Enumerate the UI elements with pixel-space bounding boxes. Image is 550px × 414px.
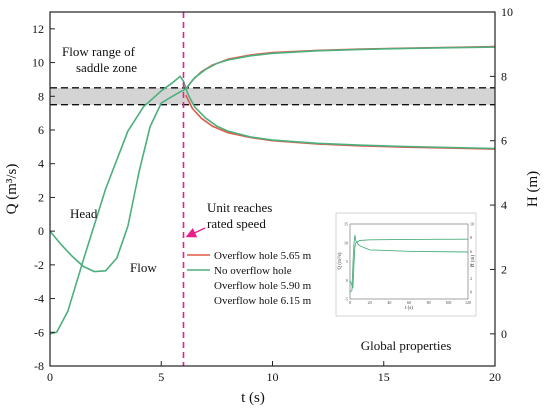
legend-label: Overflow hole 5.90 m	[214, 280, 312, 292]
y-left-tick-label: -4	[34, 292, 44, 306]
legend: Overflow hole 5.65 m No overflow hole Over…	[187, 250, 312, 307]
saddle-band	[50, 87, 495, 105]
saddle-annotation-line1: Flow range of	[62, 44, 136, 59]
inset-y-right-tick: 4	[470, 262, 472, 267]
series-line-flow-0	[185, 45, 496, 90]
y-left-tick-label: 0	[38, 224, 44, 238]
inset-y-right-tick: 8	[470, 235, 472, 240]
inset-x-label: t (s)	[405, 306, 413, 311]
x-tick-label: 20	[489, 370, 501, 384]
unit-annotation-line1: Unit reaches	[207, 200, 272, 215]
inset-x-tick: 100	[445, 300, 451, 305]
inset-y-right-tick: 10	[470, 222, 474, 227]
legend-label: No overflow hole	[214, 265, 292, 277]
x-tick-label: 10	[267, 370, 279, 384]
inset-x-tick: 0	[349, 300, 351, 305]
series-lines	[49, 45, 496, 335]
y-left-tick-label: 2	[38, 190, 44, 204]
inset-x-tick: 80	[427, 300, 431, 305]
y-right-tick-label: 10	[501, 5, 513, 19]
inset-y-left-tick: 0	[346, 278, 348, 283]
y-left-tick-label: 8	[38, 89, 44, 103]
saddle-zone	[50, 87, 495, 106]
inset-x-tick: 60	[407, 300, 411, 305]
y-left-tick-label: 4	[38, 157, 44, 171]
saddle-annotation-line2: saddle zone	[76, 60, 137, 75]
inset-y-left-tick: -5	[345, 297, 348, 302]
y-left-axis-label: Q (m³/s)	[4, 164, 20, 215]
inset-caption: Global properties	[361, 338, 452, 353]
inset-y-left-tick: 5	[346, 259, 348, 264]
y-left-tick-label: 10	[32, 56, 44, 70]
inset-y-right-tick: 0	[470, 290, 472, 295]
inset-frame	[349, 223, 469, 300]
unit-annotation-arrow	[185, 227, 206, 238]
y-right-tick-label: 2	[501, 262, 507, 276]
inset-head-line	[349, 234, 469, 293]
y-left-tick-label: 6	[38, 123, 44, 137]
x-tick-label: 5	[158, 370, 164, 384]
series-line-head-3	[49, 75, 496, 335]
inset-x-tick: 120	[465, 300, 471, 305]
inset-y-left-tick: 15	[344, 222, 348, 227]
inset-x-tick: 20	[368, 300, 372, 305]
y-right-tick-label: 4	[501, 198, 507, 212]
flow-annotation: Flow	[130, 260, 157, 275]
x-axis-label: t (s)	[241, 390, 265, 406]
head-annotation: Head	[70, 206, 98, 221]
x-tick-label: 0	[47, 370, 53, 384]
inset-y-left-tick: 10	[344, 240, 348, 245]
inset-x-tick: 40	[387, 300, 391, 305]
y-left-tick-label: -8	[34, 359, 44, 373]
inset-flow-line	[349, 238, 469, 288]
y-right-tick-label: 8	[501, 69, 507, 83]
y-left-tick-label: -2	[34, 258, 44, 272]
y-left-tick-label: 12	[32, 22, 44, 36]
inset-y-right-tick: 2	[470, 276, 472, 281]
inset-y-right-tick: 6	[470, 249, 472, 254]
unit-annotation-line2: rated speed	[207, 216, 266, 231]
legend-label: Overflow hole 6.15 m	[214, 295, 312, 307]
inset-y-left-label: Q (m³/s)	[337, 252, 343, 269]
inset-y-right-label: H (m)	[471, 255, 476, 267]
series-line-flow-2	[49, 46, 496, 273]
x-tick-label: 15	[378, 370, 390, 384]
y-right-tick-label: 6	[501, 134, 507, 148]
y-left-tick-label: -6	[34, 325, 44, 339]
legend-label: Overflow hole 5.65 m	[214, 250, 312, 262]
y-right-axis-label: H (m)	[525, 171, 541, 207]
inset-background	[335, 212, 477, 317]
y-right-tick-label: 0	[501, 327, 507, 341]
